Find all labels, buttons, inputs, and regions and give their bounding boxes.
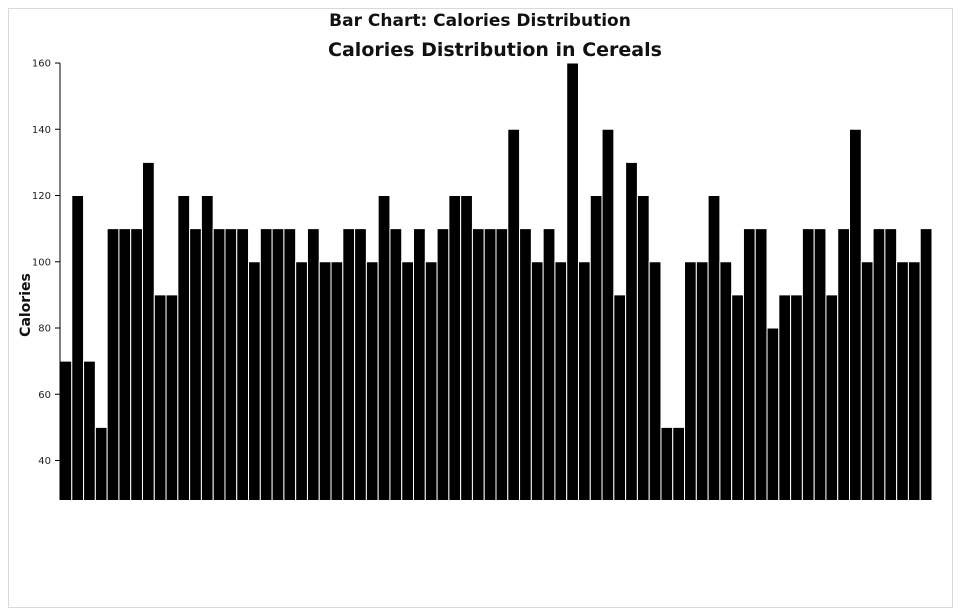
bar-54: [684, 261, 697, 500]
bar-25: [342, 228, 356, 500]
y-tick-label-80: 80: [38, 324, 51, 335]
y-tick-label-100: 100: [32, 257, 51, 268]
bar-47: [601, 128, 615, 500]
bar-48: [613, 294, 627, 500]
bar-45: [577, 261, 591, 500]
bar-1: [59, 360, 73, 500]
bar-8: [141, 161, 155, 500]
y-tick-label-40: 40: [38, 456, 51, 467]
bar-56: [707, 195, 721, 500]
bar-17: [248, 261, 261, 500]
bar-6: [118, 228, 132, 500]
bar-50: [636, 195, 650, 500]
bar-32: [424, 261, 438, 500]
bar-chart: 40 60 80 100 120 140 160: [32, 59, 933, 500]
bar-70: [872, 228, 886, 500]
bar-23: [318, 261, 332, 500]
bar-11: [177, 195, 191, 500]
bar-24: [330, 261, 344, 500]
bar-2: [71, 195, 85, 500]
bar-7: [130, 228, 143, 500]
bar-58: [731, 294, 744, 500]
bar-69: [860, 261, 874, 500]
bar-63: [790, 294, 803, 500]
y-tick-label-140: 140: [32, 125, 51, 136]
bar-13: [200, 195, 214, 500]
bar-27: [365, 261, 379, 500]
bar-71: [884, 228, 898, 500]
bar-44: [566, 62, 579, 500]
bar-74: [919, 228, 933, 500]
bar-51: [648, 261, 662, 500]
bar-37: [483, 228, 497, 500]
bar-39: [507, 128, 521, 500]
bar-3: [83, 360, 96, 500]
y-tick-label-160: 160: [32, 59, 51, 70]
bar-38: [495, 228, 509, 500]
bar-34: [448, 195, 462, 500]
bar-14: [212, 228, 226, 500]
y-axis: 40 60 80 100 120 140 160: [32, 59, 61, 500]
bar-46: [589, 195, 603, 500]
page-heading: Bar Chart: Calories Distribution: [329, 11, 631, 31]
bar-15: [224, 228, 238, 500]
chart-title: Calories Distribution in Cereals: [328, 39, 662, 61]
bar-55: [695, 261, 709, 500]
bar-22: [306, 228, 320, 500]
bar-53: [672, 426, 686, 500]
bar-9: [153, 294, 167, 500]
bar-10: [165, 294, 179, 500]
bar-59: [742, 228, 756, 500]
bar-42: [542, 228, 556, 500]
bar-60: [754, 228, 768, 500]
bar-36: [471, 228, 485, 500]
bar-21: [295, 261, 308, 500]
bar-40: [519, 228, 532, 500]
bar-26: [354, 228, 367, 500]
bar-52: [660, 426, 674, 500]
bar-16: [236, 228, 250, 500]
bar-18: [259, 228, 273, 500]
bar-33: [436, 228, 450, 500]
bars-group: [59, 62, 933, 500]
bar-31: [413, 228, 426, 500]
bar-19: [271, 228, 285, 500]
bar-68: [849, 128, 862, 500]
bar-61: [766, 327, 780, 500]
bar-57: [719, 261, 733, 500]
bar-49: [625, 161, 638, 500]
bar-72: [896, 261, 909, 500]
bar-67: [837, 228, 851, 500]
bar-43: [554, 261, 568, 500]
bar-64: [801, 228, 815, 500]
bar-28: [377, 195, 391, 500]
bar-73: [907, 261, 921, 500]
bar-29: [389, 228, 403, 500]
bar-5: [106, 228, 120, 500]
bar-35: [460, 195, 473, 500]
bar-30: [401, 261, 415, 500]
y-tick-label-120: 120: [32, 191, 51, 202]
bar-62: [778, 294, 792, 500]
bar-12: [189, 228, 202, 500]
bar-4: [94, 426, 108, 500]
bar-20: [283, 228, 297, 500]
y-tick-label-60: 60: [38, 390, 51, 401]
bar-41: [530, 261, 544, 500]
bar-65: [813, 228, 827, 500]
bar-66: [825, 294, 839, 500]
